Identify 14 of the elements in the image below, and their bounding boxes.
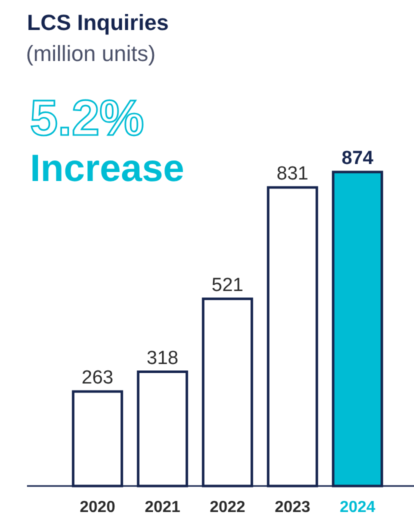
x-tick-label: 2022 bbox=[210, 499, 246, 516]
x-tick-label: 2020 bbox=[80, 499, 116, 516]
chart-title: LCS Inquiries bbox=[27, 10, 169, 35]
x-tick-label: 2023 bbox=[274, 499, 310, 516]
x-tick-label: 2021 bbox=[144, 499, 180, 516]
chart-subtitle: (million units) bbox=[26, 41, 156, 66]
x-tick-label: 2024 bbox=[340, 499, 376, 516]
annotation: Increase bbox=[30, 148, 184, 190]
data-label: 521 bbox=[212, 274, 244, 296]
data-label: 263 bbox=[82, 368, 114, 389]
text: 5.2% bbox=[30, 90, 144, 146]
data-label: 831 bbox=[276, 163, 308, 184]
data-label: 318 bbox=[146, 348, 178, 369]
data-label: 874 bbox=[342, 148, 374, 169]
